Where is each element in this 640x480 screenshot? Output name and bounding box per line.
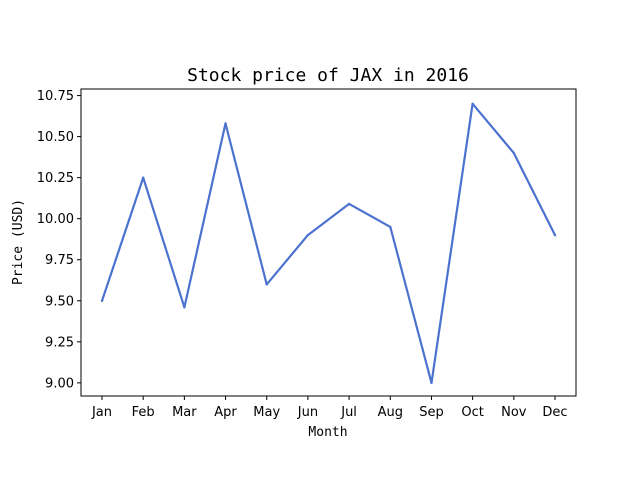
y-tick-label: 10.50: [37, 130, 74, 145]
x-tick-label: Dec: [542, 405, 567, 420]
data-point: [430, 381, 433, 385]
x-tick-label: Oct: [461, 405, 483, 420]
y-tick-label: 9.75: [45, 253, 74, 268]
y-tick-label: 9.00: [45, 376, 74, 391]
data-point: [183, 306, 186, 309]
y-axis: 9.00 9.25 9.50 9.75 10.00 10.25 10.50 10.75: [37, 89, 81, 391]
data-point: [471, 102, 474, 105]
x-tick-label: Feb: [132, 405, 155, 420]
y-axis-label: Price (USD): [11, 199, 26, 285]
y-tick-label: 9.50: [45, 294, 74, 309]
y-tick-label: 10.00: [37, 212, 74, 227]
data-point: [100, 299, 104, 302]
x-tick-label: Aug: [378, 405, 403, 420]
x-axis: Jan Feb Mar Apr May Jun Jul Aug Sep Oct Nov Dec: [91, 396, 568, 420]
data-point: [347, 202, 351, 206]
x-tick-label: Apr: [214, 405, 237, 420]
data-point: [224, 122, 227, 125]
x-tick-label: Mar: [172, 405, 197, 420]
data-point: [265, 283, 268, 286]
x-axis-label: Month: [308, 425, 347, 440]
series-layer: [100, 102, 557, 385]
x-tick-label: Jan: [91, 405, 112, 420]
x-tick-label: Jul: [340, 405, 357, 420]
plot-area-frame: [80, 88, 577, 397]
x-tick-label: Jun: [297, 405, 318, 420]
data-point: [512, 151, 516, 155]
data-point: [306, 233, 310, 237]
x-tick-label: May: [253, 405, 280, 420]
x-tick-label: Sep: [419, 405, 444, 420]
data-point: [389, 225, 392, 229]
y-tick-label: 10.75: [37, 89, 74, 104]
data-point: [141, 176, 145, 179]
data-point: [553, 233, 557, 237]
series-line: [100, 102, 557, 384]
chart-title: Stock price of JAX in 2016: [187, 65, 469, 86]
y-tick-label: 9.25: [45, 335, 74, 350]
y-tick-label: 10.25: [37, 171, 74, 186]
x-tick-label: Nov: [501, 405, 527, 420]
